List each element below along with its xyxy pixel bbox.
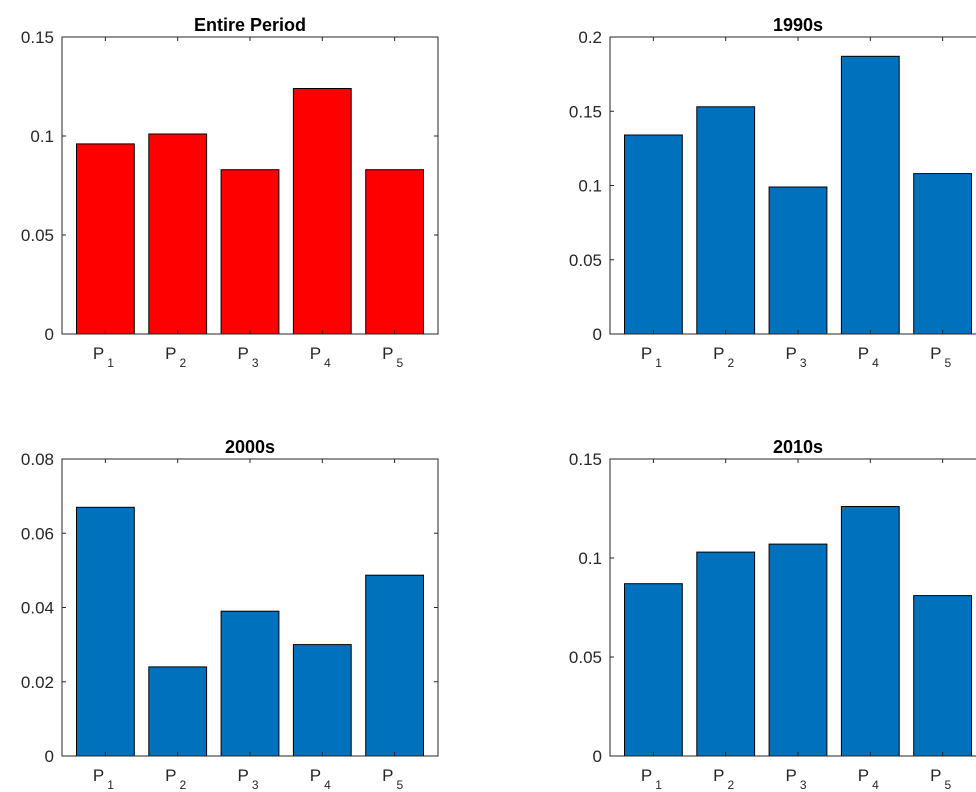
y-tick-label: 0.04 xyxy=(21,599,54,618)
chart-panel-1: 0 0.05 0.1 0.15 P 1 P 2 P 3 P 4 P 5 Entire Period xyxy=(21,15,439,370)
bar-p3 xyxy=(220,169,280,335)
y-tick-label: 0.15 xyxy=(21,28,54,47)
y-tick-label: 0.05 xyxy=(21,226,54,245)
y-tick-label: 0 xyxy=(45,747,54,766)
bar-p1 xyxy=(624,134,683,335)
bar-p2 xyxy=(696,551,756,757)
y-tick-label: 0.06 xyxy=(21,524,54,543)
y-tick-label: 0.15 xyxy=(569,450,602,469)
chart-title: 1990s xyxy=(773,15,823,35)
bar-p4 xyxy=(840,506,900,757)
y-tick-label: 0.2 xyxy=(578,28,602,47)
chart-panel-2: 0 0.05 0.1 0.15 0.2 P 1 P 2 P 3 P 4 P 5 1990s xyxy=(569,15,976,370)
bar-p3 xyxy=(768,543,828,757)
y-tick-label: 0.1 xyxy=(578,549,602,568)
bar-p2 xyxy=(148,666,208,757)
y-tick-label: 0.05 xyxy=(569,251,602,270)
bar-p5 xyxy=(913,595,973,757)
bar-p4 xyxy=(292,88,352,335)
bar-p1 xyxy=(76,143,135,335)
y-tick-label: 0 xyxy=(45,325,54,344)
y-tick-label: 0.05 xyxy=(569,648,602,667)
y-tick-label: 0.02 xyxy=(21,673,54,692)
y-tick-label: 0 xyxy=(593,747,602,766)
chart-title: 2000s xyxy=(225,437,275,457)
y-tick-label: 0.08 xyxy=(21,450,54,469)
bar-p2 xyxy=(148,133,208,335)
chart-title: Entire Period xyxy=(194,15,306,35)
bar-p3 xyxy=(220,610,280,757)
chart-title: 2010s xyxy=(773,437,823,457)
y-tick-label: 0.1 xyxy=(30,127,54,146)
chart-panel-3: 0 0.02 0.04 0.06 0.08 P 1 P 2 P 3 P 4 P 5 2000s xyxy=(21,437,439,792)
chart-panel-4: 0 0.05 0.1 0.15 P 1 P 2 P 3 P 4 P 5 2010s xyxy=(569,437,976,792)
y-tick-label: 0.1 xyxy=(578,177,602,196)
bar-p1 xyxy=(76,506,135,757)
bar-p5 xyxy=(365,169,425,335)
bar-p4 xyxy=(840,55,900,335)
y-tick-label: 0 xyxy=(593,325,602,344)
bar-p3 xyxy=(768,186,828,335)
bar-p2 xyxy=(696,106,756,335)
bar-p4 xyxy=(292,644,352,757)
bar-p5 xyxy=(365,574,425,757)
y-tick-label: 0.15 xyxy=(569,102,602,121)
bar-p1 xyxy=(624,583,683,757)
bar-p5 xyxy=(913,173,973,335)
